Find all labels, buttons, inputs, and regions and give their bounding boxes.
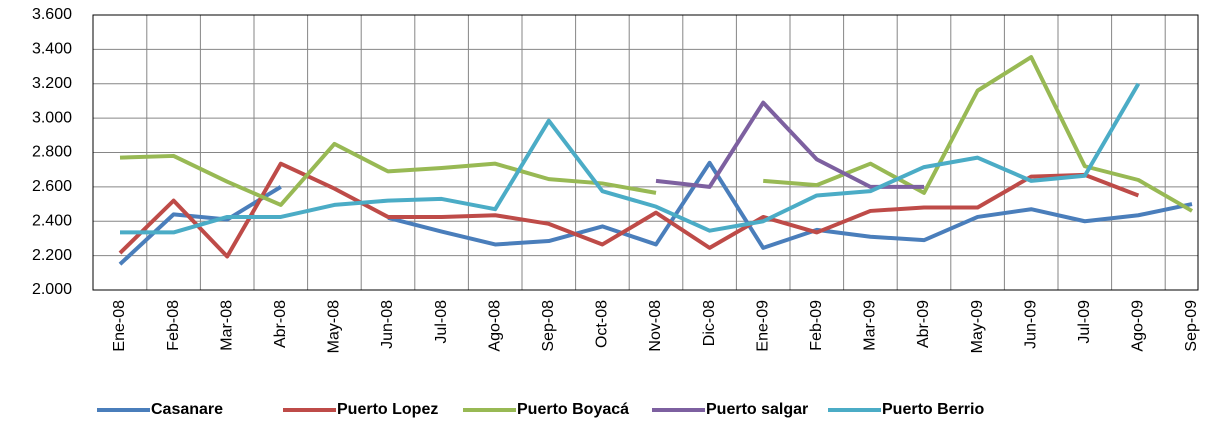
x-tick-label: Jun-09	[1022, 300, 1039, 349]
x-tick-label: Ene-08	[111, 300, 128, 352]
x-tick-label: Abr-09	[915, 300, 932, 348]
x-tick-label: May-08	[326, 300, 343, 353]
x-tick-label: May-09	[969, 300, 986, 353]
series-line	[118, 160, 1193, 266]
y-tick-label: 2.400	[32, 212, 72, 229]
y-tick-label: 3.400	[32, 41, 72, 58]
x-tick-label: Feb-09	[808, 300, 825, 351]
x-tick-label: Mar-08	[218, 300, 235, 351]
plot-border	[92, 14, 1199, 291]
x-tick-label: Nov-08	[647, 300, 664, 352]
y-tick-label: 2.800	[32, 144, 72, 161]
x-tick-label: Jul-08	[433, 300, 450, 344]
x-tick-label: Jul-09	[1076, 300, 1093, 344]
series-line	[119, 55, 1193, 213]
series-line	[120, 82, 1141, 235]
legend-label: Puerto Berrio	[882, 401, 984, 418]
y-tick-label: 2.200	[32, 247, 72, 264]
y-tick-label: 3.200	[32, 75, 72, 92]
legend-label: Puerto salgar	[706, 401, 808, 418]
x-tick-label: Ago-08	[486, 300, 503, 352]
x-tick-label: Sep-09	[1183, 300, 1200, 352]
y-tick-label: 2.000	[32, 281, 72, 298]
y-tick-label: 2.600	[32, 178, 72, 195]
x-tick-label: Jun-08	[379, 300, 396, 349]
x-tick-label: Abr-08	[272, 300, 289, 348]
series-line	[118, 161, 1140, 259]
x-tick-label: Dic-08	[701, 300, 718, 346]
legend-label: Casanare	[151, 401, 223, 418]
x-tick-label: Ene-09	[754, 300, 771, 352]
x-tick-label: Mar-09	[862, 300, 879, 351]
legend-label: Puerto Lopez	[337, 401, 438, 418]
legend-label: Puerto Boyacá	[517, 401, 629, 418]
x-tick-label: Oct-08	[594, 300, 611, 348]
x-tick-label: Ago-09	[1130, 300, 1147, 352]
y-tick-label: 3.000	[32, 109, 72, 126]
x-tick-label: Sep-08	[540, 300, 557, 352]
x-tick-label: Feb-08	[165, 300, 182, 351]
y-tick-label: 3.600	[32, 6, 72, 23]
